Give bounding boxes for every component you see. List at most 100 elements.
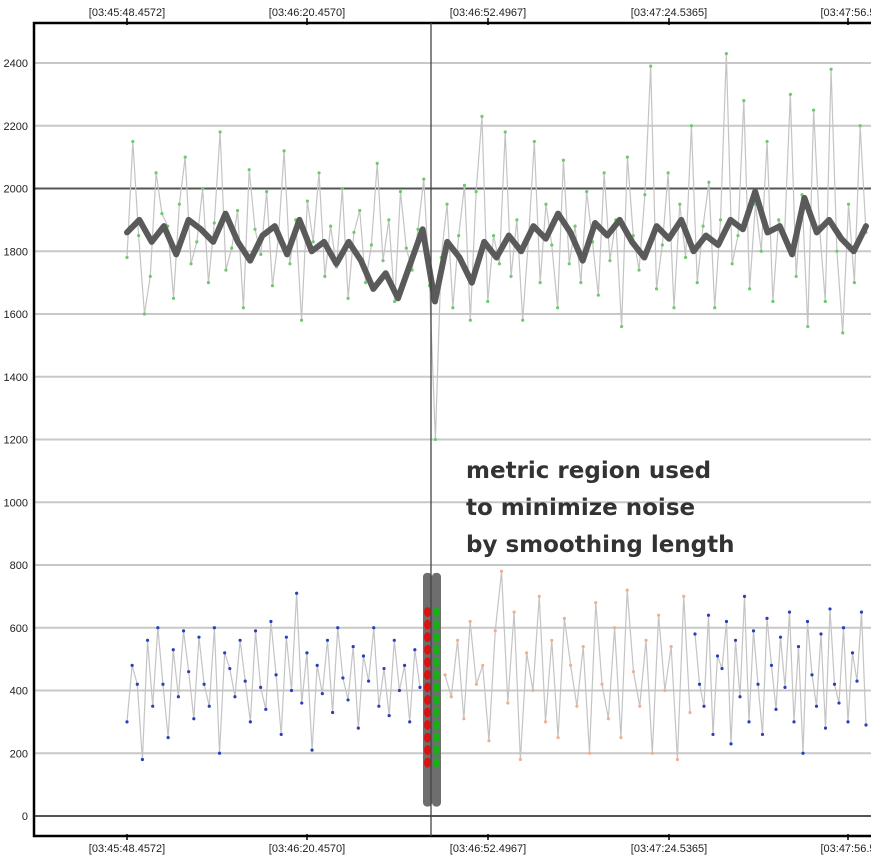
lower-left-raw-point [228, 666, 232, 671]
lower-left-raw-point [284, 635, 288, 639]
upper-raw-point [620, 324, 624, 329]
lower-right-raw-a-point [462, 717, 466, 721]
upper-raw-point [788, 92, 792, 96]
lower-left-raw-point [274, 673, 278, 677]
upper-raw-point [515, 218, 519, 222]
red-marker [424, 657, 431, 668]
lower-left-raw-point [125, 720, 129, 724]
upper-raw-point [654, 287, 659, 291]
upper-raw-point [835, 249, 839, 253]
y-tick-label: 1400 [4, 372, 28, 384]
lower-right-raw-b-point [774, 707, 778, 711]
upper-raw-point [451, 306, 455, 310]
lower-left-raw-point [140, 757, 145, 762]
lower-left-raw-point [289, 688, 294, 693]
upper-raw-point [689, 124, 694, 128]
y-tick-label: 200 [10, 748, 28, 760]
lower-right-raw-a-point [449, 695, 453, 699]
upper-raw-point [171, 296, 176, 300]
upper-raw-point [736, 233, 740, 238]
upper-raw-point [241, 306, 245, 310]
lower-right-raw-b-point [823, 726, 828, 730]
upper-raw-point [206, 281, 211, 285]
upper-raw-point [468, 318, 472, 322]
green-marker [433, 657, 440, 668]
smoothed-line [124, 188, 869, 305]
lower-left-raw-point [279, 732, 283, 737]
lower-right-raw-b-point [706, 613, 711, 617]
lower-right-raw-a-point [638, 704, 642, 708]
x-tick-label-top: [03:46:20.4570] [269, 7, 345, 19]
lower-right-raw-a-point [619, 735, 623, 740]
lower-left-raw-point [310, 748, 314, 752]
upper-raw-point [846, 202, 851, 206]
upper-raw-point [748, 287, 752, 291]
upper-raw-point [282, 149, 286, 153]
upper-raw-point [829, 67, 833, 71]
lower-right-raw-a-point [625, 588, 629, 592]
upper-raw-point [858, 124, 862, 128]
upper-raw-point [253, 227, 257, 231]
lower-right-raw-b-point [697, 682, 702, 686]
upper-raw-point [340, 186, 344, 191]
lower-right-raw-a-point [493, 629, 497, 633]
lower-right-raw-b-point [792, 720, 796, 724]
upper-raw-point [474, 190, 478, 194]
lower-left-raw-point [207, 704, 211, 708]
green-marker [433, 732, 440, 743]
green-marker [433, 757, 440, 768]
lower-left-raw-point [408, 720, 412, 724]
lower-left-raw-point [341, 676, 345, 680]
green-marker [433, 682, 440, 693]
green-marker [433, 745, 440, 756]
lower-right-raw-a-point [506, 701, 510, 705]
lower-left-raw-point [418, 685, 422, 689]
upper-raw-point [375, 161, 379, 165]
lower-right-raw-a-point [537, 594, 541, 598]
upper-raw-point [137, 233, 141, 238]
lower-right-raw-a-line [444, 571, 691, 760]
lower-left-raw-point [176, 695, 181, 699]
lower-right-raw-b-point [738, 695, 742, 699]
y-tick-label: 400 [10, 686, 28, 698]
upper-raw-point [649, 64, 653, 68]
lower-right-raw-a-point [543, 720, 548, 724]
lower-left-raw-point [181, 629, 186, 633]
lower-right-raw-a-point [569, 663, 573, 668]
upper-raw-point [579, 281, 583, 285]
annotation-line-1: metric region used [466, 458, 711, 484]
lower-left-raw-point [336, 626, 340, 630]
lower-left-raw-point [166, 735, 170, 740]
upper-raw-point [142, 312, 147, 316]
lower-right-raw-b-point [769, 663, 774, 668]
upper-raw-point [812, 108, 816, 112]
upper-raw-point [550, 243, 554, 247]
lower-left-raw-point [212, 626, 216, 630]
upper-raw-point [724, 51, 728, 56]
lower-left-raw-point [253, 629, 258, 633]
upper-raw-point [131, 139, 135, 144]
green-marker [433, 619, 440, 630]
lower-left-raw-point [402, 663, 407, 668]
y-tick-label: 2000 [4, 184, 28, 196]
lower-left-raw-point [269, 619, 273, 624]
lower-right-raw-a-point [581, 644, 585, 649]
lower-left-raw-point [366, 679, 371, 683]
lower-right-raw-b-point [729, 742, 733, 746]
upper-raw-point [189, 262, 193, 266]
lower-right-raw-b-point [720, 666, 724, 671]
lower-right-raw-a-point [663, 688, 667, 693]
lower-right-raw-a-point [499, 569, 504, 573]
lower-right-raw-b-point [760, 732, 765, 737]
upper-raw-point [247, 168, 251, 172]
upper-raw-point [422, 177, 426, 181]
red-marker [424, 720, 431, 731]
lower-right-raw-a-point [525, 651, 529, 655]
lower-right-raw-a-point [675, 757, 680, 762]
upper-raw-point [596, 293, 600, 297]
upper-raw-point [602, 171, 606, 175]
lower-right-raw-a-point [455, 638, 460, 642]
upper-raw-point [509, 274, 513, 278]
lower-left-raw-point [135, 682, 139, 686]
lower-left-raw-point [264, 707, 268, 711]
